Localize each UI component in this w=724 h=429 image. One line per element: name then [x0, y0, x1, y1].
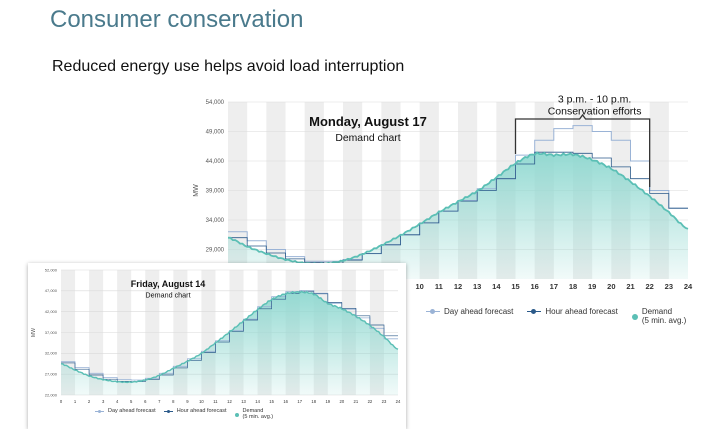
x-tick-label: 4 [116, 399, 119, 404]
demand-dot-icon [234, 413, 239, 418]
y-axis-label: MW [193, 184, 200, 197]
y-tick-label: 27,000 [45, 372, 58, 377]
y-tick-label: 42,000 [45, 309, 58, 314]
legend-day-ahead-label: Day ahead forecast [444, 307, 514, 316]
x-tick-label: 11 [435, 282, 443, 291]
legend-hour-ahead-small: Hour ahead forecast [163, 408, 227, 414]
x-tick-label: 12 [227, 399, 232, 404]
friday-chart-legend: Day ahead forecast Hour ahead forecast D… [95, 408, 281, 421]
x-tick-label: 16 [530, 282, 538, 291]
demand-line [60, 290, 399, 384]
x-tick-label: 1 [74, 399, 77, 404]
x-tick-label: 9 [186, 399, 189, 404]
chart-subtitle: Demand chart [145, 290, 190, 299]
x-tick-label: 14 [492, 282, 501, 291]
hour-ahead-line-icon [163, 409, 173, 413]
x-tick-label: 5 [130, 399, 133, 404]
legend-day-ahead-small: Day ahead forecast [95, 408, 156, 414]
x-tick-label: 7 [158, 399, 161, 404]
x-tick-label: 23 [665, 282, 673, 291]
x-tick-label: 23 [382, 399, 387, 404]
hour-ahead-forecast-line [61, 291, 398, 383]
day-ahead-line-icon [95, 409, 104, 413]
demand-area [61, 291, 398, 395]
x-tick-label: 18 [569, 282, 577, 291]
x-tick-label: 21 [354, 399, 359, 404]
monday-demand-chart: 29,000 34,000 39,000 44,000 49,000 54,000 MW 10… [193, 94, 693, 292]
x-tick-label: 24 [396, 399, 401, 404]
x-tick-label: 13 [473, 282, 481, 291]
hour-ahead-forecast-line [228, 151, 688, 264]
slide-subtitle: Reduced energy use helps avoid load inte… [52, 58, 405, 75]
x-tick-label: 19 [325, 399, 330, 404]
x-tick-label: 22 [645, 282, 653, 291]
monday-chart-legend: Day ahead forecast Hour ahead forecast D… [426, 307, 700, 325]
y-axis-label: MW [31, 328, 37, 337]
y-tick-label: 44,000 [206, 159, 225, 165]
x-tick-label: 21 [626, 282, 634, 291]
x-tick-label: 20 [607, 282, 615, 291]
demand-area [228, 152, 688, 279]
x-tick-label: 17 [297, 399, 302, 404]
y-tick-label: 34,000 [206, 218, 225, 224]
slide-title: Consumer conservation [50, 6, 304, 33]
y-tick-label: 29,000 [206, 248, 225, 254]
x-tick-label: 17 [550, 282, 558, 291]
legend-hour-ahead-label: Hour ahead forecast [545, 307, 618, 316]
x-tick-label: 11 [213, 399, 218, 404]
legend-demand-label-small: Demand (5 min. avg.) [242, 408, 274, 421]
x-tick-label: 13 [241, 399, 246, 404]
legend-demand-small: Demand (5 min. avg.) [234, 408, 274, 421]
chart-title: Friday, August 14 [131, 279, 206, 289]
x-tick-label: 24 [684, 282, 693, 291]
x-tick-label: 22 [368, 399, 373, 404]
legend-day-ahead: Day ahead forecast [426, 307, 513, 316]
legend-demand-label: Demand (5 min. avg.) [641, 307, 687, 326]
x-tick-label: 10 [199, 399, 204, 404]
y-tick-label: 39,000 [206, 189, 225, 195]
y-tick-label: 32,000 [45, 351, 58, 356]
x-tick-label: 2 [88, 399, 91, 404]
legend-demand: Demand (5 min. avg.) [631, 307, 687, 326]
friday-demand-chart: 22,000 27,000 32,000 37,000 42,000 47,000 52,0… [31, 267, 401, 404]
legend-hour-ahead-label-small: Hour ahead forecast [176, 408, 227, 414]
chart-title: Monday, August 17 [309, 114, 427, 129]
x-tick-label: 3 [102, 399, 105, 404]
x-tick-label: 0 [60, 399, 63, 404]
x-tick-label: 16 [283, 399, 288, 404]
y-tick-label: 54,000 [206, 100, 225, 106]
legend-day-ahead-label-small: Day ahead forecast [108, 408, 156, 414]
legend-hour-ahead: Hour ahead forecast [527, 307, 618, 316]
x-tick-label: 6 [144, 399, 147, 404]
day-ahead-line-icon [426, 309, 440, 315]
x-tick-label: 15 [269, 399, 274, 404]
hour-ahead-line-icon [527, 309, 542, 315]
friday-chart-card: 22,000 27,000 32,000 37,000 42,000 47,000 52,0… [28, 263, 406, 429]
conservation-bracket [514, 113, 651, 187]
x-tick-label: 12 [454, 282, 462, 291]
x-tick-label: 20 [339, 399, 344, 404]
x-tick-label: 15 [511, 282, 519, 291]
y-tick-label: 22,000 [45, 392, 58, 397]
annotation-line-1: 3 p.m. - 10 p.m. [558, 94, 632, 106]
x-tick-label: 18 [311, 399, 316, 404]
y-tick-label: 47,000 [45, 288, 58, 293]
x-tick-label: 19 [588, 282, 596, 291]
demand-dot-icon [631, 314, 638, 321]
x-tick-label: 14 [255, 399, 260, 404]
y-tick-label: 37,000 [45, 330, 58, 335]
y-tick-label: 52,000 [45, 267, 58, 272]
annotation-line-2: Conservation efforts [548, 106, 642, 118]
chart-subtitle: Demand chart [335, 133, 400, 144]
x-tick-label: 8 [172, 399, 175, 404]
x-tick-label: 10 [415, 282, 423, 291]
y-tick-label: 49,000 [206, 130, 225, 136]
